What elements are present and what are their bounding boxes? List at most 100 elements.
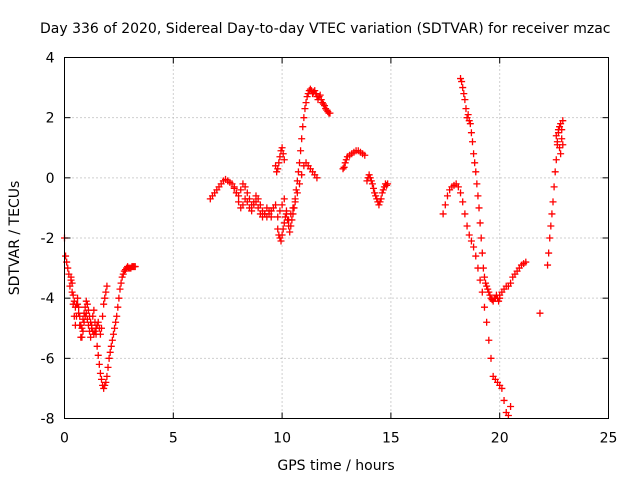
- data-point-marker: [367, 177, 375, 185]
- data-point-marker: [341, 159, 349, 167]
- data-point-marker: [67, 273, 75, 281]
- data-point-marker: [545, 249, 553, 257]
- data-point-marker: [547, 222, 555, 230]
- data-point-marker: [105, 354, 113, 362]
- data-point-marker: [292, 186, 300, 194]
- data-point-marker: [296, 180, 304, 188]
- data-point-marker: [278, 231, 286, 239]
- data-point-marker: [483, 282, 491, 290]
- data-point-marker: [272, 201, 280, 209]
- data-point-marker: [476, 276, 484, 284]
- grid-lines: [64, 57, 609, 419]
- data-point-marker: [97, 375, 105, 383]
- data-point-marker: [487, 354, 495, 362]
- data-points: [61, 75, 567, 419]
- data-point-marker: [84, 306, 92, 314]
- data-point-marker: [556, 144, 564, 152]
- data-point-marker: [384, 180, 392, 188]
- data-point-marker: [282, 207, 290, 215]
- data-point-marker: [365, 171, 373, 179]
- data-point-marker: [300, 114, 308, 122]
- data-point-marker: [74, 294, 82, 302]
- data-point-marker: [485, 288, 493, 296]
- data-point-marker: [86, 312, 94, 320]
- data-point-marker: [94, 318, 102, 326]
- data-point-marker: [559, 141, 567, 149]
- data-point-marker: [306, 85, 314, 93]
- data-point-marker: [87, 318, 95, 326]
- data-point-marker: [495, 297, 503, 305]
- data-point-marker: [500, 396, 508, 404]
- data-point-marker: [100, 384, 108, 392]
- data-point-marker: [321, 102, 329, 110]
- data-point-marker: [239, 201, 247, 209]
- data-point-marker: [90, 330, 98, 338]
- data-point-marker: [368, 180, 376, 188]
- data-point-marker: [548, 210, 556, 218]
- data-point-marker: [274, 213, 282, 221]
- data-point-marker: [544, 261, 552, 269]
- data-point-marker: [472, 252, 480, 260]
- data-point-marker: [465, 231, 473, 239]
- data-point-marker: [298, 135, 306, 143]
- data-point-marker: [550, 183, 558, 191]
- data-point-marker: [230, 183, 238, 191]
- data-point-marker: [102, 378, 110, 386]
- data-point-marker: [102, 288, 110, 296]
- data-point-marker: [483, 318, 491, 326]
- data-point-marker: [312, 90, 320, 98]
- data-point-marker: [464, 111, 472, 119]
- data-point-marker: [276, 207, 284, 215]
- data-point-marker: [80, 318, 88, 326]
- x-tick-label: 10: [273, 431, 291, 447]
- data-point-marker: [116, 285, 124, 293]
- data-point-marker: [79, 327, 87, 335]
- data-point-marker: [276, 153, 284, 161]
- data-point-marker: [261, 210, 269, 218]
- data-point-marker: [254, 204, 262, 212]
- data-point-marker: [252, 198, 260, 206]
- data-point-marker: [77, 321, 85, 329]
- data-point-marker: [296, 159, 304, 167]
- data-point-marker: [107, 342, 115, 350]
- data-point-marker: [443, 192, 451, 200]
- data-point-marker: [303, 93, 311, 101]
- data-point-marker: [480, 303, 488, 311]
- data-point-marker: [109, 330, 117, 338]
- data-point-marker: [79, 315, 87, 323]
- data-point-marker: [118, 273, 126, 281]
- data-point-marker: [504, 411, 512, 419]
- data-point-marker: [376, 198, 384, 206]
- data-point-marker: [470, 150, 478, 158]
- data-point-marker: [277, 237, 285, 245]
- data-point-marker: [467, 237, 475, 245]
- data-point-marker: [377, 195, 385, 203]
- data-point-marker: [278, 201, 286, 209]
- data-point-marker: [64, 264, 72, 272]
- data-point-marker: [559, 117, 567, 125]
- chart-title: Day 336 of 2020, Sidereal Day-to-day VTE…: [40, 21, 610, 37]
- data-point-marker: [114, 303, 122, 311]
- data-point-marker: [313, 174, 321, 182]
- data-point-marker: [99, 312, 107, 320]
- data-point-marker: [96, 330, 104, 338]
- data-point-marker: [287, 222, 295, 230]
- x-tick-label: 0: [60, 431, 69, 447]
- data-point-marker: [112, 318, 120, 326]
- data-point-marker: [459, 84, 467, 92]
- data-point-marker: [108, 336, 116, 344]
- axis-ticks: [64, 57, 609, 419]
- data-point-marker: [546, 234, 554, 242]
- data-point-marker: [237, 186, 245, 194]
- data-point-marker: [477, 234, 485, 242]
- data-point-marker: [76, 312, 84, 320]
- data-point-marker: [69, 291, 77, 299]
- data-point-marker: [478, 249, 486, 257]
- data-point-marker: [485, 336, 493, 344]
- data-point-marker: [466, 120, 474, 128]
- data-point-marker: [115, 294, 123, 302]
- data-point-marker: [265, 207, 273, 215]
- data-point-marker: [379, 186, 387, 194]
- data-point-marker: [463, 222, 471, 230]
